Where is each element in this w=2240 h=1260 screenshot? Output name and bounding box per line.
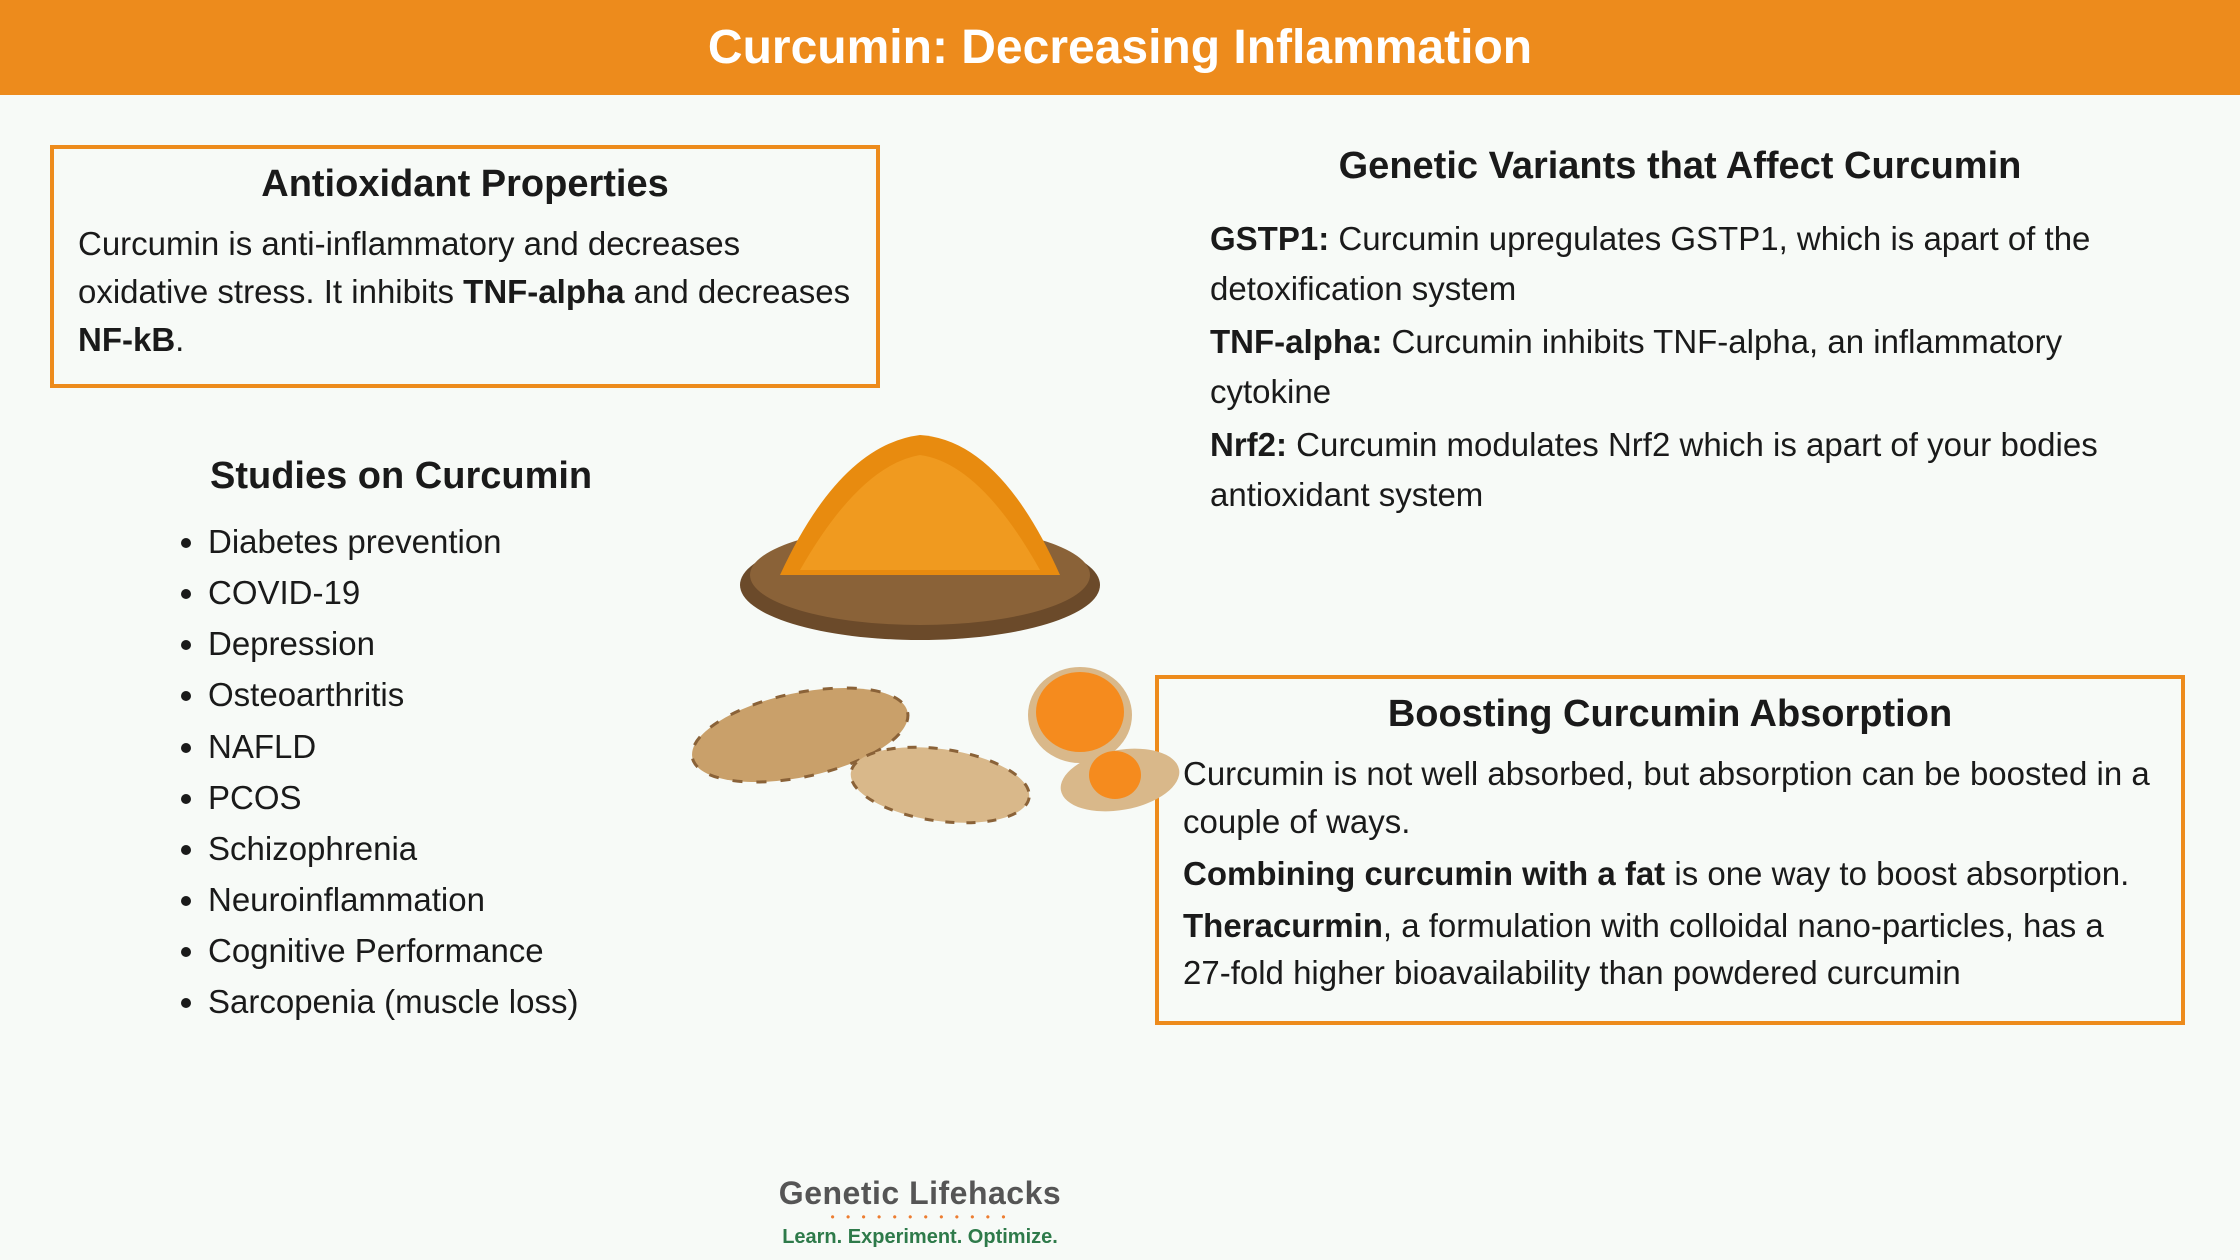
logo-dots-icon: • • • • • • • • • • • • — [750, 1210, 1090, 1224]
turmeric-image — [640, 385, 1200, 845]
absorption-line1: Curcumin is not well absorbed, but absor… — [1183, 750, 2157, 846]
variant-line: TNF-alpha: Curcumin inhibits TNF-alpha, … — [1210, 317, 2150, 416]
genetic-title: Genetic Variants that Affect Curcumin — [1210, 145, 2150, 188]
antioxidant-properties-box: Antioxidant Properties Curcumin is anti-… — [50, 145, 880, 388]
absorption-title: Boosting Curcumin Absorption — [1183, 693, 2157, 736]
absorption-box: Boosting Curcumin Absorption Curcumin is… — [1155, 675, 2185, 1025]
logo-title: Genetic Lifehacks — [750, 1175, 1090, 1212]
variant-line: GSTP1: Curcumin upregulates GSTP1, which… — [1210, 214, 2150, 313]
list-item: Neuroinflammation — [208, 874, 750, 925]
antioxidant-text: Curcumin is anti-inflammatory and decrea… — [78, 220, 852, 364]
list-item: Cognitive Performance — [208, 925, 750, 976]
list-item: Sarcopenia (muscle loss) — [208, 976, 750, 1027]
brand-logo: Genetic Lifehacks • • • • • • • • • • • … — [750, 1175, 1090, 1249]
genetic-variants-section: Genetic Variants that Affect Curcumin GS… — [1210, 145, 2150, 523]
absorption-line3: Theracurmin, a formulation with colloida… — [1183, 902, 2157, 998]
title-banner: Curcumin: Decreasing Inflammation — [0, 0, 2240, 95]
content-area: Antioxidant Properties Curcumin is anti-… — [0, 95, 2240, 1260]
page-title: Curcumin: Decreasing Inflammation — [708, 20, 1532, 75]
variant-line: Nrf2: Curcumin modulates Nrf2 which is a… — [1210, 420, 2150, 519]
antioxidant-title: Antioxidant Properties — [78, 163, 852, 206]
absorption-line2: Combining curcumin with a fat is one way… — [1183, 850, 2157, 898]
logo-tagline: Learn. Experiment. Optimize. — [750, 1226, 1090, 1249]
